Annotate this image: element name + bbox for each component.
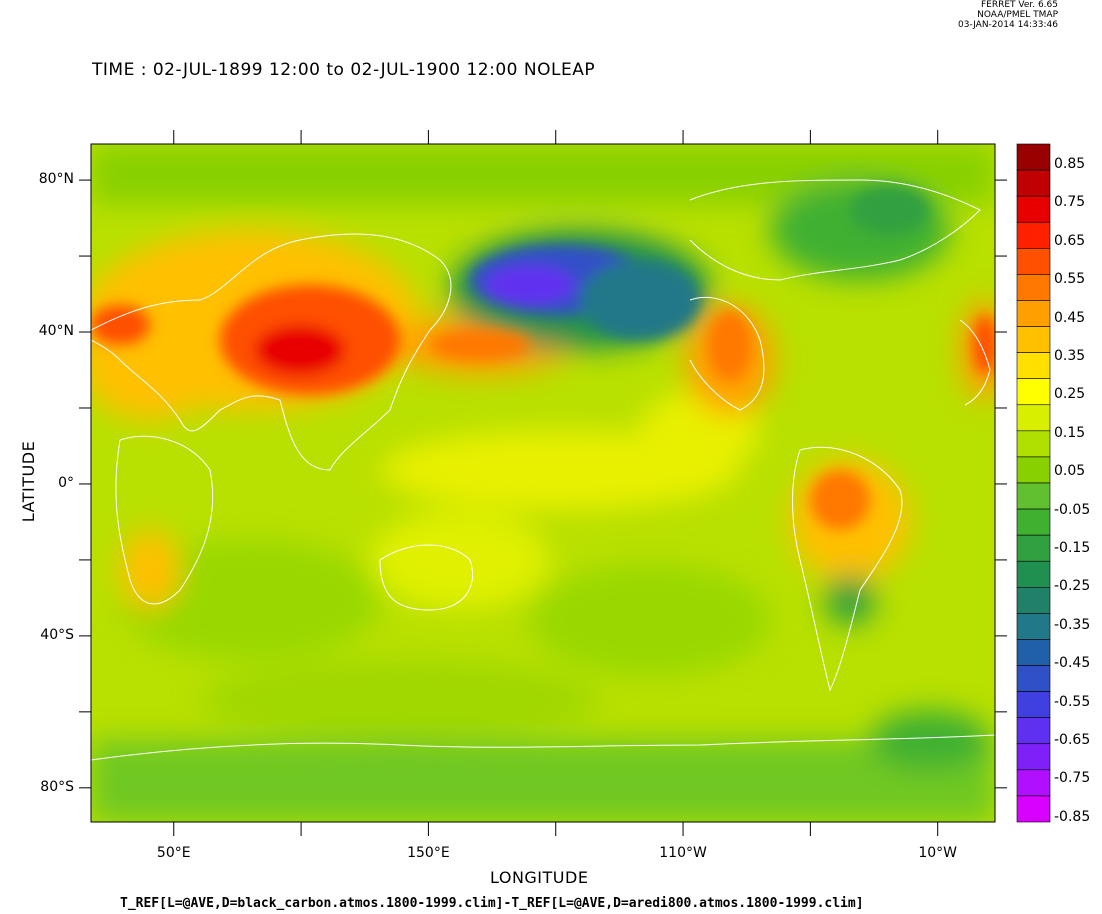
colorbar-label: 0.45: [1054, 309, 1086, 326]
ferret-header: FERRET Ver. 6.65 NOAA/PMEL TMAP 03-JAN-2…: [958, 0, 1058, 30]
colorbar-swatch: [1016, 378, 1051, 406]
colorbar-swatch: [1016, 143, 1051, 171]
colorbar-label: 0.25: [1054, 386, 1086, 403]
colorbar-label: -0.15: [1054, 540, 1091, 556]
axis-ticks: [79, 130, 1007, 836]
plot-title: TIME : 02-JUL-1899 12:00 to 02-JUL-1900 …: [92, 60, 596, 80]
lat-tick-label: 40°S: [40, 626, 74, 643]
colorbar-label: 0.05: [1054, 463, 1086, 480]
colorbar-swatch: [1016, 169, 1051, 197]
plot-caption: T_REF[L=@AVE,D=black_carbon.atmos.1800-1…: [120, 896, 864, 911]
colorbar-swatch: [1016, 300, 1051, 327]
colorbar-swatch: [1016, 508, 1051, 536]
colorbar-label: 0.65: [1054, 232, 1086, 249]
colorbar-label: -0.05: [1054, 501, 1091, 518]
lat-tick-label: 40°N: [38, 323, 74, 340]
plot-frame: [90, 143, 996, 823]
colorbar-label: -0.75: [1054, 770, 1091, 787]
colorbar-swatch: [1016, 691, 1051, 718]
colorbar-swatch: [1016, 430, 1051, 458]
coastlines: [91, 179, 995, 761]
lat-tick-label: 0°: [58, 474, 74, 491]
colorbar-label: 0.35: [1054, 348, 1086, 364]
colorbar-swatch: [1016, 560, 1051, 588]
lon-tick-label: 110°W: [659, 845, 707, 861]
colorbar-label: -0.25: [1054, 578, 1091, 595]
lat-tick-label: 80°S: [40, 778, 74, 795]
colorbar-label: -0.85: [1054, 808, 1091, 825]
colorbar-swatch: [1016, 274, 1051, 301]
colorbar-swatch: [1016, 352, 1051, 379]
colorbar-swatch: [1016, 404, 1051, 432]
lat-tick-label: 80°N: [38, 171, 74, 188]
ferret-date: 03-JAN-2014 14:33:46: [957, 20, 1058, 30]
colorbar-swatch: [1016, 248, 1051, 275]
temperature-field: [91, 144, 995, 822]
colorbar-swatch: [1016, 456, 1051, 484]
colorbar-swatch: [1016, 534, 1051, 562]
colorbar-swatch: [1016, 221, 1051, 249]
colorbar-label: 0.75: [1054, 194, 1086, 211]
colorbar-swatch: [1016, 587, 1051, 614]
ferret-org: NOAA/PMEL TMAP: [977, 10, 1058, 20]
colorbar-label: -0.55: [1054, 693, 1091, 710]
colorbar-swatch: [1016, 717, 1051, 745]
colorbar-swatch: [1016, 639, 1051, 666]
colorbar-label: 0.55: [1054, 271, 1086, 288]
colorbar-swatch: [1016, 795, 1051, 823]
colorbar-label: -0.35: [1054, 616, 1091, 633]
colorbar-label: -0.65: [1054, 732, 1091, 748]
colorbar-swatch: [1016, 195, 1051, 223]
lon-tick-label: 10°W: [918, 845, 958, 861]
colorbar-swatch: [1016, 482, 1051, 510]
colorbar-label: 0.85: [1054, 156, 1086, 172]
x-axis-label: LONGITUDE: [490, 868, 589, 887]
colorbar-swatch: [1016, 665, 1051, 692]
ferret-version: FERRET Ver. 6.65: [980, 0, 1058, 10]
colorbar-swatch: [1016, 769, 1051, 797]
colorbar-label: -0.45: [1054, 655, 1091, 672]
colorbar: [1016, 143, 1051, 823]
colorbar-swatch: [1016, 326, 1051, 353]
lon-tick-label: 50°E: [156, 845, 191, 861]
colorbar-swatch: [1016, 743, 1051, 771]
colorbar-label: 0.15: [1054, 424, 1086, 441]
colorbar-swatch: [1016, 613, 1051, 640]
lon-tick-label: 150°E: [407, 845, 450, 861]
